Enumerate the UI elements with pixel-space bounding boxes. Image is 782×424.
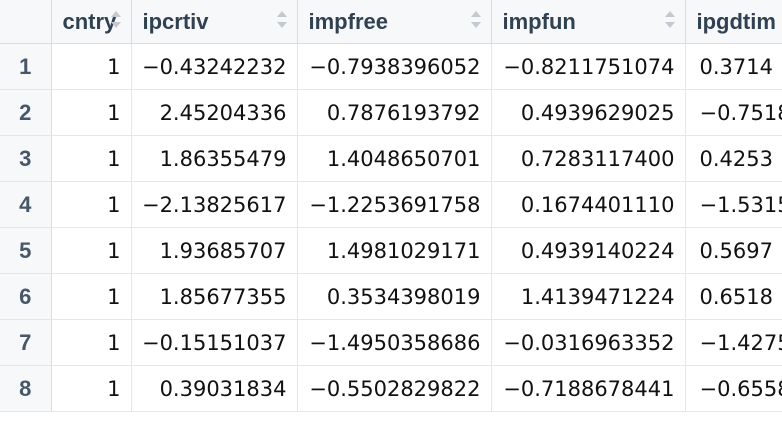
table-cell: −1.2253691758 <box>297 181 492 228</box>
table-row: 1 1 −0.43242232 −0.7938396052 −0.8211751074 0… <box>0 43 782 90</box>
table-cell: 0.39031834 <box>131 365 298 412</box>
table-cell: 0.3714 <box>685 43 782 90</box>
column-header-label: impfun <box>502 8 576 34</box>
table-cell: 1.85677355 <box>131 273 298 320</box>
table-row: 8 1 0.39031834 −0.5502829822 −0.7188678441 −0… <box>0 365 782 412</box>
table-cell: 1 <box>51 365 132 412</box>
table-cell: 0.7283117400 <box>491 135 686 182</box>
row-number: 5 <box>0 227 52 274</box>
table-cell: −0.43242232 <box>131 43 298 90</box>
table-cell: 0.5697 <box>685 227 782 274</box>
column-header-impfree[interactable]: impfree <box>297 0 492 44</box>
table-cell: −0.8211751074 <box>491 43 686 90</box>
row-number: 3 <box>0 135 52 182</box>
table-cell: 0.7876193792 <box>297 89 492 136</box>
table-cell: −0.0316963352 <box>491 319 686 366</box>
row-number: 1 <box>0 43 52 90</box>
table-cell: 0.1674401110 <box>491 181 686 228</box>
sort-arrows-icon[interactable] <box>110 10 121 32</box>
data-table: cntry ipcrtiv impfree impfun ipgdtim <box>0 0 782 412</box>
table-cell: −1.5315 <box>685 181 782 228</box>
sort-arrows-icon[interactable] <box>664 10 675 32</box>
table-row: 6 1 1.85677355 0.3534398019 1.4139471224 0.65… <box>0 273 782 320</box>
column-header-ipgdtim[interactable]: ipgdtim <box>685 0 782 44</box>
sort-arrows-icon[interactable] <box>276 10 287 32</box>
row-number: 4 <box>0 181 52 228</box>
column-header-label: cntry <box>62 8 117 34</box>
table-cell: 1 <box>51 89 132 136</box>
row-number: 6 <box>0 273 52 320</box>
sort-arrows-icon[interactable] <box>470 10 481 32</box>
table-cell: −2.13825617 <box>131 181 298 228</box>
row-number: 2 <box>0 89 52 136</box>
table-cell: 1 <box>51 273 132 320</box>
table-cell: 1.4981029171 <box>297 227 492 274</box>
table-cell: 0.6518 <box>685 273 782 320</box>
table-cell: −1.4275 <box>685 319 782 366</box>
row-number: 7 <box>0 319 52 366</box>
table-cell: 1 <box>51 43 132 90</box>
table-cell: −1.4950358686 <box>297 319 492 366</box>
table-cell: 0.3534398019 <box>297 273 492 320</box>
table-cell: 1 <box>51 181 132 228</box>
column-header-label: ipcrtiv <box>142 8 209 34</box>
table-row: 3 1 1.86355479 1.4048650701 0.7283117400 0.42… <box>0 135 782 182</box>
table-cell: 1 <box>51 227 132 274</box>
table-cell: 2.45204336 <box>131 89 298 136</box>
table-cell: 0.4939140224 <box>491 227 686 274</box>
table-cell: −0.5502829822 <box>297 365 492 412</box>
column-header-label: ipgdtim <box>696 8 776 34</box>
table-row: 7 1 −0.15151037 −1.4950358686 −0.0316963352−… <box>0 319 782 366</box>
table-cell: −0.6558 <box>685 365 782 412</box>
table-cell: 0.4253 <box>685 135 782 182</box>
column-header-cntry[interactable]: cntry <box>51 0 132 44</box>
table-row: 5 1 1.93685707 1.4981029171 0.4939140224 0.56… <box>0 227 782 274</box>
table-cell: 1.4048650701 <box>297 135 492 182</box>
column-header-impfun[interactable]: impfun <box>491 0 686 44</box>
table-cell: 1.93685707 <box>131 227 298 274</box>
column-header-ipcrtiv[interactable]: ipcrtiv <box>131 0 298 44</box>
table-cell: 1.4139471224 <box>491 273 686 320</box>
table-cell: −0.7188678441 <box>491 365 686 412</box>
table-row: 2 1 2.45204336 0.7876193792 0.4939629025 −0.7… <box>0 89 782 136</box>
table-row: 4 1 −2.13825617 −1.2253691758 0.1674401110 −1… <box>0 181 782 228</box>
table-cell: −0.7518 <box>685 89 782 136</box>
table-cell: −0.7938396052 <box>297 43 492 90</box>
row-number: 8 <box>0 365 52 412</box>
column-header-label: impfree <box>308 8 388 34</box>
table-cell: −0.15151037 <box>131 319 298 366</box>
header-row: cntry ipcrtiv impfree impfun ipgdtim <box>0 0 782 44</box>
table-cell: 0.4939629025 <box>491 89 686 136</box>
table-cell: 1.86355479 <box>131 135 298 182</box>
table-cell: 1 <box>51 135 132 182</box>
table-cell: 1 <box>51 319 132 366</box>
row-number-header <box>0 0 52 44</box>
